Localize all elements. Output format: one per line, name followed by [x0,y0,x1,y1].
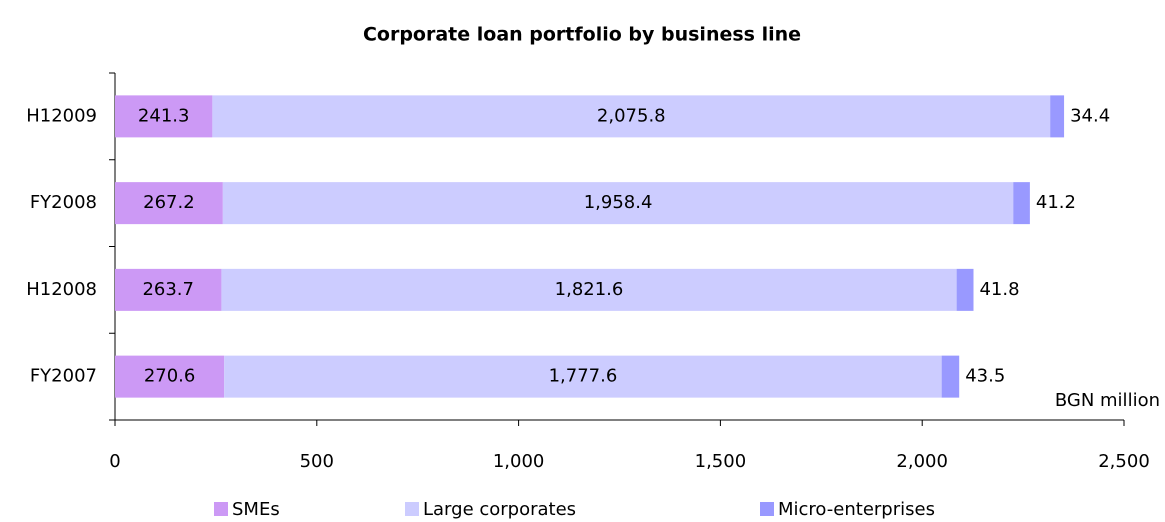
data-label: 270.6 [144,366,196,387]
legend-label: Micro-enterprises [778,499,935,520]
data-label: 1,821.6 [555,279,624,300]
data-label: 241.3 [138,105,190,126]
bar-segment [222,182,1014,225]
data-label: 2,075.8 [597,105,666,126]
data-label: 34.4 [1070,105,1110,126]
bar-segment [221,268,957,311]
bar-segment [115,268,222,311]
data-label: 263.7 [142,279,194,300]
bar-segment [224,355,942,398]
y-tick-label: H12009 [26,105,97,126]
legend-label: Large corporates [423,499,576,520]
bar-segment [941,355,960,398]
legend-swatch [760,502,774,516]
x-tick-label: 0 [109,451,120,472]
y-tick-label: FY2008 [30,192,97,213]
data-label: 43.5 [965,366,1005,387]
unit-annotation: BGN million [1055,390,1160,411]
x-tick-label: 500 [300,451,334,472]
bar-segment [1013,182,1030,225]
x-tick-label: 1,500 [695,451,747,472]
legend-swatch [214,502,228,516]
data-label: 1,777.6 [549,366,618,387]
data-label: 267.2 [143,192,195,213]
chart-title: Corporate loan portfolio by business lin… [363,24,801,46]
data-label: 41.2 [1036,192,1076,213]
x-tick-label: 2,000 [896,451,948,472]
y-tick-label: FY2007 [30,366,97,387]
bar-segment [956,268,974,311]
x-tick-label: 1,000 [493,451,545,472]
legend-swatch [405,502,419,516]
bar-segment [1050,95,1065,138]
y-tick-label: H12008 [26,279,97,300]
x-tick-label: 2,500 [1098,451,1150,472]
bar-segment [115,355,225,398]
legend-label: SMEs [232,499,280,520]
data-label: 41.8 [979,279,1019,300]
bar-segment [212,95,1051,138]
bar-segment [115,182,223,225]
bar-segment [115,95,213,138]
data-label: 1,958.4 [584,192,653,213]
